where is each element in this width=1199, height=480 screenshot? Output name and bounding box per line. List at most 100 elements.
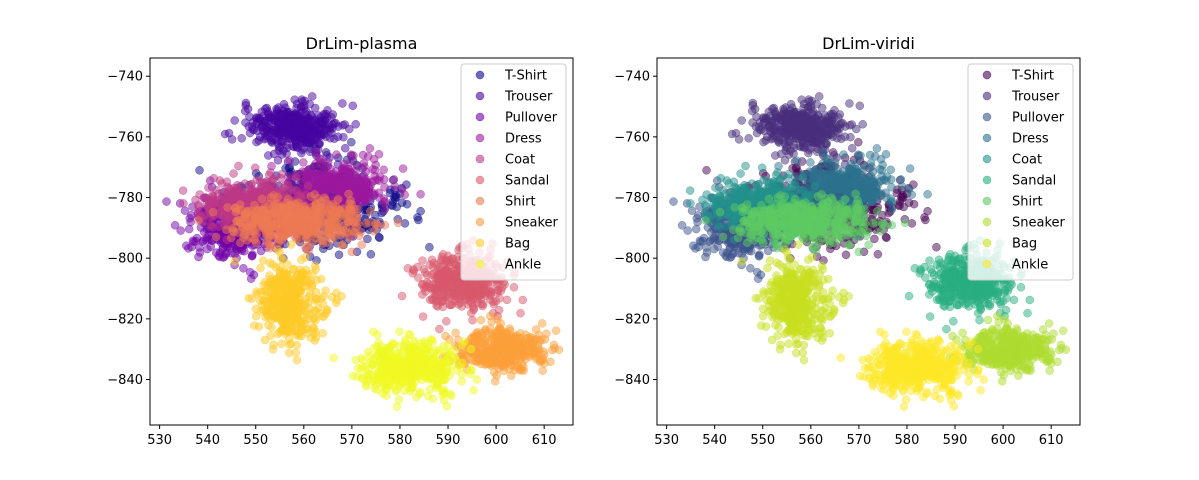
data-point — [230, 116, 239, 125]
legend-marker — [475, 133, 485, 143]
data-point — [518, 295, 528, 305]
data-point — [296, 318, 305, 327]
data-point — [427, 255, 437, 265]
x-tick-label: 540 — [195, 433, 220, 448]
data-point — [456, 362, 466, 372]
legend-marker — [475, 154, 485, 164]
data-point — [517, 359, 527, 368]
y-tick-label: −780 — [107, 191, 143, 206]
data-point — [357, 240, 366, 249]
data-point — [359, 158, 369, 168]
data-point — [425, 242, 434, 252]
x-tick-label: 550 — [243, 433, 268, 448]
data-point — [551, 326, 561, 335]
data-point — [257, 194, 267, 204]
y-tick-label: −740 — [107, 70, 143, 85]
data-point — [291, 348, 301, 357]
data-point — [351, 217, 361, 226]
legend-label: Ankle — [505, 258, 541, 273]
data-point — [184, 224, 194, 234]
data-point — [309, 314, 318, 324]
data-point — [390, 360, 400, 369]
data-point — [283, 229, 293, 238]
data-point — [294, 331, 304, 341]
data-point — [253, 126, 262, 136]
data-point — [539, 347, 548, 356]
legend-label: Dress — [505, 132, 542, 147]
data-point — [496, 286, 506, 295]
data-point — [179, 199, 188, 208]
legend-label: Pullover — [505, 111, 558, 126]
data-point — [251, 304, 261, 314]
data-point — [333, 195, 343, 204]
data-point — [375, 356, 384, 365]
data-point — [287, 240, 296, 249]
data-point — [476, 351, 486, 360]
data-point — [381, 386, 391, 395]
data-point — [403, 264, 413, 273]
data-point — [249, 321, 259, 330]
data-point — [351, 120, 360, 129]
data-point — [280, 276, 289, 285]
data-point — [491, 339, 500, 348]
data-point — [348, 371, 358, 381]
subplot-plasma: 530 540 550 560 570 580 590 600 610 −740−760−780… — [107, 34, 574, 448]
data-point — [178, 186, 188, 195]
data-point — [333, 132, 343, 142]
data-point — [365, 144, 375, 153]
data-point — [273, 231, 282, 241]
data-point — [319, 117, 328, 127]
data-point — [266, 193, 276, 202]
data-point — [445, 255, 454, 265]
data-point — [349, 151, 358, 160]
data-point — [306, 289, 315, 298]
data-point — [267, 323, 276, 332]
data-point — [299, 158, 308, 167]
data-point — [266, 292, 275, 301]
data-point — [472, 375, 482, 384]
data-point — [373, 330, 382, 339]
data-point — [288, 280, 298, 290]
data-point — [303, 181, 313, 191]
data-point — [474, 285, 484, 295]
data-point — [412, 356, 421, 366]
data-point — [315, 138, 324, 148]
data-point — [230, 257, 240, 266]
data-point — [473, 294, 482, 304]
data-point — [277, 339, 286, 349]
data-point — [390, 182, 400, 191]
legend-marker — [475, 259, 485, 269]
data-point — [322, 305, 332, 314]
data-point — [348, 101, 358, 111]
data-point — [249, 228, 259, 237]
data-point — [374, 150, 384, 159]
data-point — [486, 311, 495, 321]
data-point — [502, 295, 512, 305]
data-point — [921, 215, 930, 225]
data-point — [310, 103, 320, 113]
data-point — [364, 218, 374, 227]
data-point — [170, 221, 180, 230]
data-point — [269, 149, 279, 159]
data-point — [468, 315, 477, 325]
data-point — [418, 312, 428, 321]
data-point — [311, 148, 320, 157]
data-point — [351, 166, 360, 176]
legend-marker — [475, 238, 485, 248]
data-point — [539, 355, 548, 364]
y-axis-ticks: −740−760−780−800−820−840 — [107, 70, 150, 388]
data-point — [281, 180, 290, 190]
data-point — [702, 166, 711, 175]
data-point — [447, 278, 456, 288]
data-point — [222, 217, 231, 226]
legend-marker — [475, 112, 485, 122]
data-point — [329, 353, 338, 363]
data-point — [841, 250, 851, 260]
data-point — [524, 333, 533, 343]
data-point — [429, 353, 439, 362]
data-point — [415, 389, 424, 399]
data-point — [515, 333, 525, 343]
data-point — [444, 293, 454, 302]
data-point — [337, 292, 346, 301]
data-point — [206, 220, 216, 230]
